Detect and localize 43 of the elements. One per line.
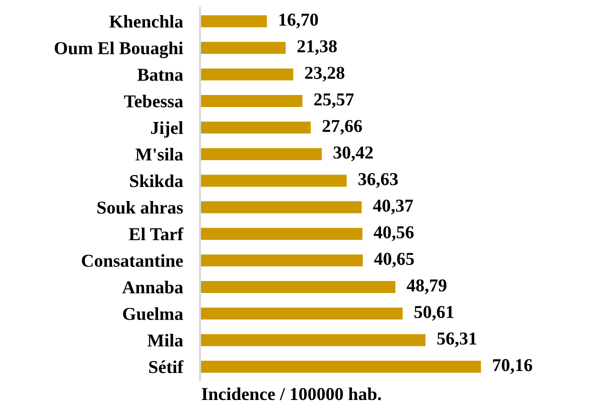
data-label: 36,63 <box>358 173 398 188</box>
bar <box>200 281 396 293</box>
y-tick-label: Consatantine <box>82 254 183 267</box>
data-label: 70,16 <box>493 359 532 374</box>
data-label: 40,37 <box>373 200 413 214</box>
bar <box>200 201 362 214</box>
data-label: 23,28 <box>305 66 344 82</box>
y-tick-label: Oum El Bouaghi <box>54 42 184 58</box>
data-label: 50,61 <box>414 306 454 321</box>
bar <box>200 228 362 240</box>
bar <box>200 360 481 373</box>
y-tick-label: Skikda <box>130 174 184 188</box>
y-tick-label: El Tarf <box>128 227 184 240</box>
y-tick-label: Guelma <box>123 307 184 320</box>
y-tick-label: Annaba <box>122 280 184 294</box>
y-tick-label: Souk ahras <box>97 201 183 214</box>
y-tick-label: M'sila <box>135 148 184 161</box>
bar <box>200 122 311 134</box>
y-tick-label: Sétif <box>149 360 184 374</box>
bar <box>200 148 322 160</box>
y-tick-label: Batna <box>137 68 184 81</box>
y-tick-label: Jijel <box>151 121 184 138</box>
bar <box>200 174 347 187</box>
bar <box>200 68 294 80</box>
data-label: 25,57 <box>314 93 354 108</box>
bar <box>200 42 286 54</box>
bar <box>200 308 403 320</box>
bar <box>200 15 267 28</box>
data-label: 48,79 <box>406 279 446 294</box>
data-label: 16,70 <box>279 14 318 28</box>
bar <box>200 334 426 346</box>
y-tick-label: Khenchla <box>109 15 184 28</box>
data-label: 30,42 <box>334 146 373 162</box>
data-label: 40,65 <box>374 252 414 268</box>
bar <box>200 254 363 266</box>
y-tick-label: Tebessa <box>124 94 184 108</box>
data-label: 21,38 <box>297 40 337 55</box>
data-label: 56,31 <box>437 332 476 348</box>
x-axis-title: Incidence / 100000 hab. <box>202 387 381 400</box>
data-label: 40,56 <box>374 226 414 241</box>
bar <box>200 95 302 107</box>
data-label: 27,66 <box>322 120 362 135</box>
y-tick-label: Mila <box>148 334 184 347</box>
